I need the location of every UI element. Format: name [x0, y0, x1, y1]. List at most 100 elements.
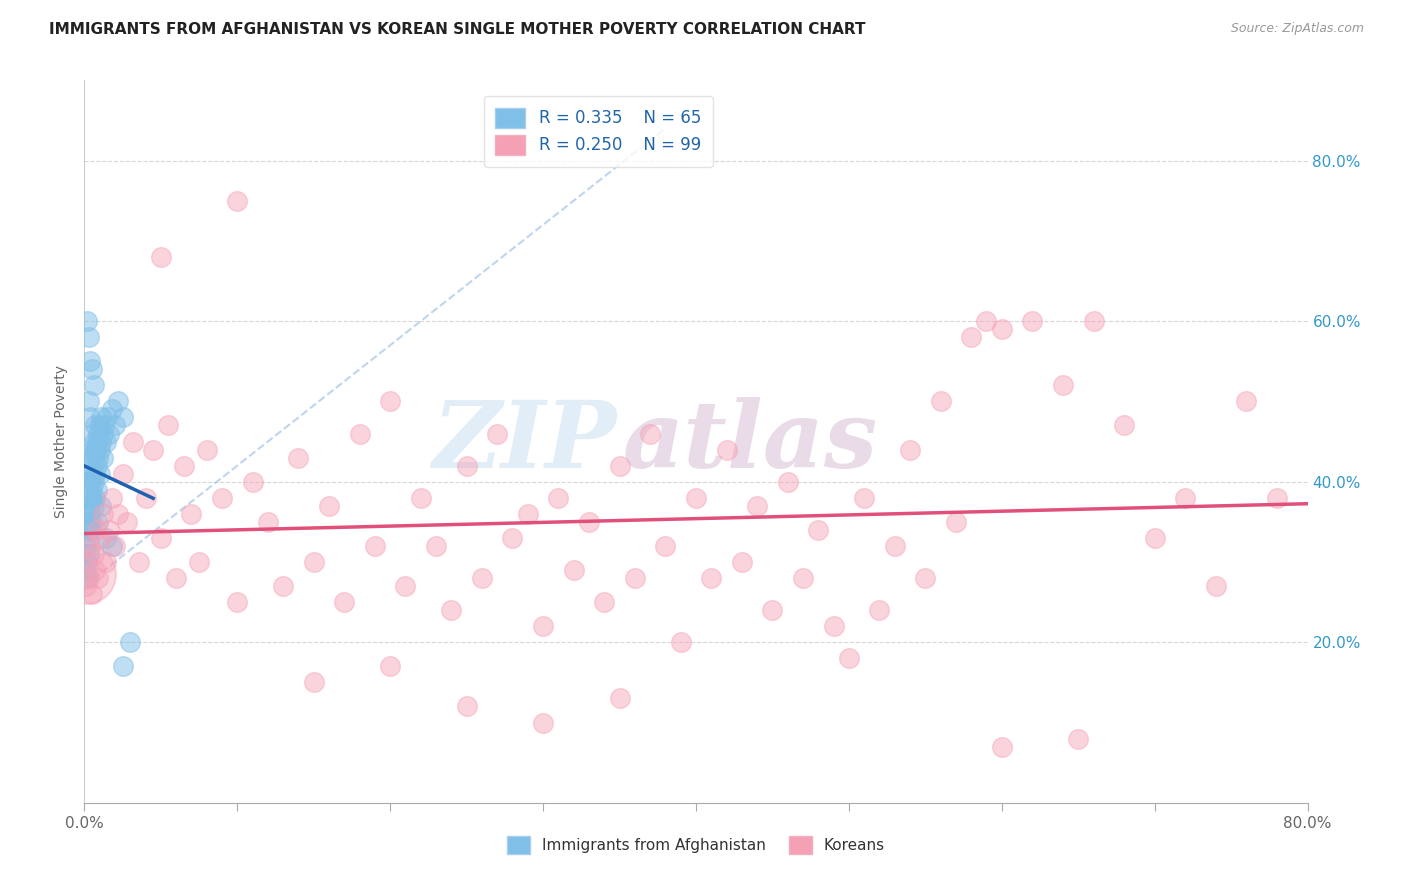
- Point: [83, 547, 105, 561]
- Point: [149, 250, 172, 264]
- Point: [531, 715, 554, 730]
- Point: [87, 571, 110, 585]
- Point: [77, 330, 100, 344]
- Point: [93, 418, 115, 433]
- Point: [77, 515, 100, 529]
- Point: [502, 531, 524, 545]
- Point: [242, 475, 264, 489]
- Point: [807, 523, 830, 537]
- Point: [96, 410, 118, 425]
- Point: [107, 394, 129, 409]
- Point: [1052, 378, 1074, 392]
- Point: [77, 507, 100, 521]
- Point: [302, 675, 325, 690]
- Point: [120, 635, 142, 649]
- Point: [654, 539, 676, 553]
- Point: [869, 603, 891, 617]
- Point: [76, 314, 98, 328]
- Point: [898, 442, 921, 457]
- Point: [914, 571, 936, 585]
- Point: [349, 426, 371, 441]
- Legend: Immigrants from Afghanistan, Koreans: Immigrants from Afghanistan, Koreans: [501, 830, 891, 860]
- Point: [91, 426, 114, 441]
- Point: [456, 458, 478, 473]
- Point: [929, 394, 952, 409]
- Point: [77, 531, 100, 545]
- Point: [1205, 579, 1227, 593]
- Point: [84, 491, 107, 505]
- Point: [111, 467, 134, 481]
- Point: [226, 595, 249, 609]
- Point: [669, 635, 692, 649]
- Point: [122, 434, 145, 449]
- Point: [609, 458, 631, 473]
- Point: [104, 418, 127, 433]
- Point: [86, 434, 108, 449]
- Point: [638, 426, 661, 441]
- Point: [91, 450, 114, 465]
- Point: [1236, 394, 1258, 409]
- Point: [80, 587, 103, 601]
- Point: [90, 410, 112, 425]
- Point: [80, 483, 103, 497]
- Point: [838, 651, 860, 665]
- Point: [79, 539, 101, 553]
- Point: [287, 450, 309, 465]
- Point: [991, 739, 1014, 754]
- Point: [77, 491, 100, 505]
- Point: [115, 515, 138, 529]
- Point: [83, 434, 105, 449]
- Point: [486, 426, 509, 441]
- Point: [142, 442, 165, 457]
- Point: [333, 595, 356, 609]
- Point: [75, 567, 97, 582]
- Point: [731, 555, 754, 569]
- Point: [97, 426, 120, 441]
- Y-axis label: Single Mother Poverty: Single Mother Poverty: [55, 365, 69, 518]
- Point: [80, 467, 103, 481]
- Point: [104, 539, 127, 553]
- Point: [716, 442, 738, 457]
- Point: [83, 499, 105, 513]
- Point: [157, 418, 180, 433]
- Point: [853, 491, 876, 505]
- Point: [609, 691, 631, 706]
- Point: [747, 499, 769, 513]
- Point: [380, 394, 402, 409]
- Point: [86, 523, 108, 537]
- Point: [79, 499, 101, 513]
- Point: [578, 515, 600, 529]
- Point: [86, 458, 108, 473]
- Point: [380, 659, 402, 673]
- Text: ZIP: ZIP: [432, 397, 616, 486]
- Point: [84, 467, 107, 481]
- Point: [79, 523, 101, 537]
- Point: [547, 491, 569, 505]
- Point: [792, 571, 814, 585]
- Point: [80, 442, 103, 457]
- Point: [94, 434, 117, 449]
- Point: [75, 563, 97, 577]
- Point: [195, 442, 218, 457]
- Point: [823, 619, 845, 633]
- Point: [94, 531, 117, 545]
- Point: [80, 491, 103, 505]
- Point: [440, 603, 463, 617]
- Point: [101, 491, 124, 505]
- Point: [394, 579, 416, 593]
- Point: [90, 499, 112, 513]
- Point: [271, 579, 294, 593]
- Point: [976, 314, 998, 328]
- Point: [471, 571, 494, 585]
- Point: [89, 442, 111, 457]
- Point: [97, 523, 120, 537]
- Text: IMMIGRANTS FROM AFGHANISTAN VS KOREAN SINGLE MOTHER POVERTY CORRELATION CHART: IMMIGRANTS FROM AFGHANISTAN VS KOREAN SI…: [49, 22, 866, 37]
- Point: [101, 402, 124, 417]
- Point: [79, 450, 101, 465]
- Point: [77, 571, 100, 585]
- Point: [79, 410, 101, 425]
- Point: [1067, 731, 1090, 746]
- Point: [76, 571, 98, 585]
- Point: [364, 539, 387, 553]
- Point: [761, 603, 783, 617]
